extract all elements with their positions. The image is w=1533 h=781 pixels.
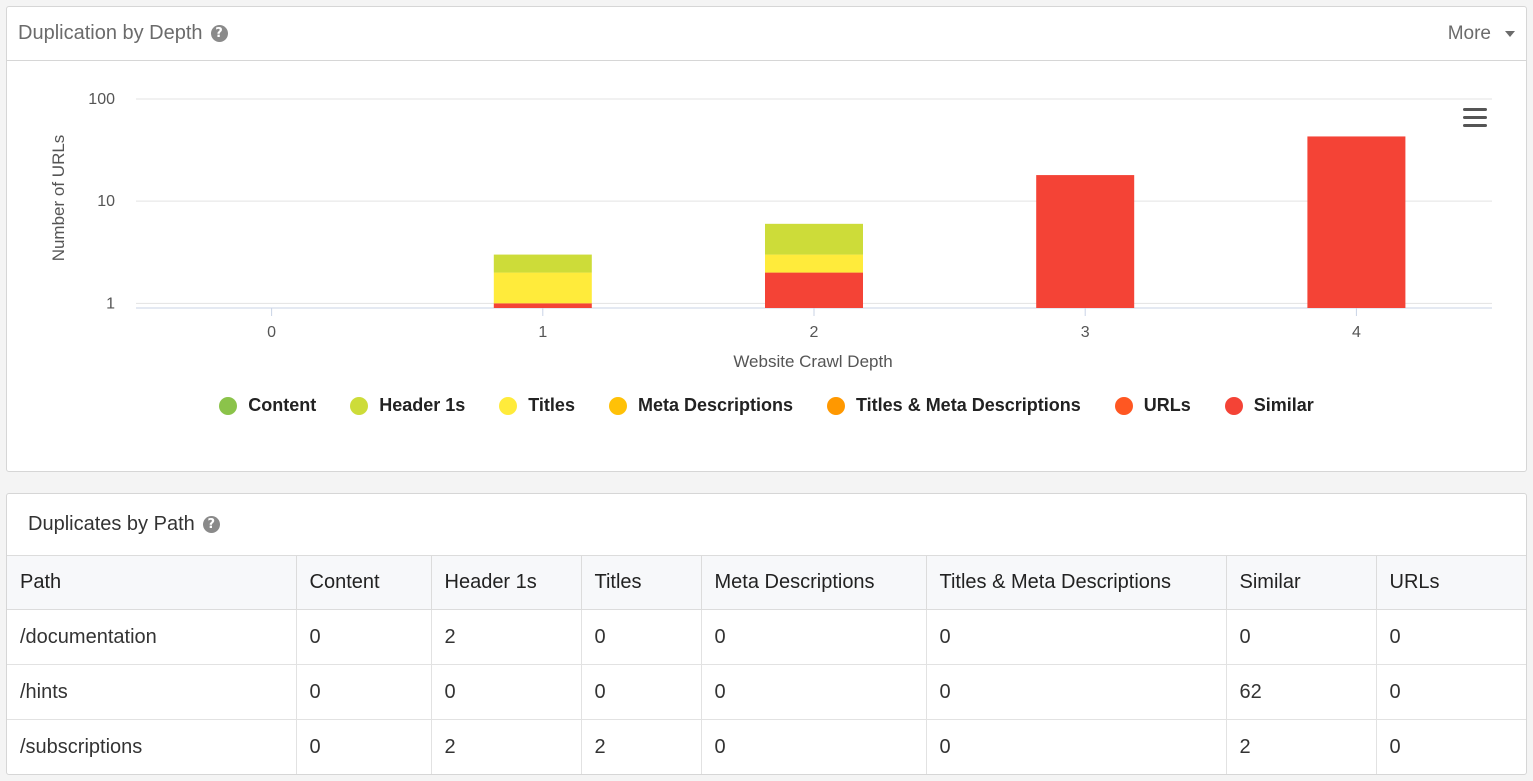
legend-item-urls[interactable]: URLs — [1114, 395, 1191, 416]
table-cell: /subscriptions — [7, 719, 297, 774]
legend-label: URLs — [1143, 395, 1191, 415]
bar-header-1s-depth-2 — [765, 223, 863, 255]
column-header-similar[interactable]: Similar — [1226, 555, 1377, 610]
table-row: /documentation 0 2 0 0 0 0 0 — [7, 609, 1526, 665]
column-header-titles-meta-descriptions[interactable]: Titles & Meta Descriptions — [926, 555, 1227, 610]
more-dropdown[interactable]: More — [1448, 23, 1515, 45]
table-cell: 2 — [431, 719, 582, 774]
table-cell: 0 — [581, 609, 702, 665]
legend-dot-icon — [608, 396, 627, 415]
table-row: /hints 0 0 0 0 0 62 0 — [7, 664, 1526, 720]
help-icon[interactable]: ? — [202, 516, 220, 533]
duplicates-by-path-panel: Duplicates by Path ? Path Content Header 1… — [6, 493, 1527, 775]
table-cell: 0 — [701, 664, 927, 720]
table-cell: 2 — [1226, 719, 1377, 774]
table-cell: 0 — [1376, 719, 1526, 774]
duplication-by-depth-panel: Duplication by Depth ? More 1 10 100 0 1 2 3 4 … — [6, 6, 1527, 472]
hamburger-menu-icon[interactable] — [1463, 108, 1487, 127]
legend-label: Titles — [528, 395, 575, 415]
column-header-titles[interactable]: Titles — [581, 555, 702, 610]
legend-label: Titles & Meta Descriptions — [856, 395, 1081, 415]
column-header-header-1s[interactable]: Header 1s — [431, 555, 582, 610]
column-header-meta-descriptions[interactable]: Meta Descriptions — [701, 555, 927, 610]
legend-dot-icon — [219, 396, 238, 415]
more-label: More — [1447, 22, 1491, 44]
bar-similar-depth-4 — [1307, 136, 1406, 308]
legend-dot-icon — [827, 396, 845, 415]
x-tick-label: 4 — [1352, 324, 1361, 341]
duplication-chart: 1 10 100 0 1 2 3 4 Number of URLs Website Crawl… — [49, 91, 1492, 371]
table-cell: 0 — [701, 609, 927, 665]
table-cell: /hints — [7, 664, 297, 720]
bar-titles-depth-1 — [493, 272, 592, 304]
table-cell: 2 — [581, 719, 702, 774]
table-panel-header: Duplicates by Path ? — [7, 494, 1526, 555]
table-cell: 0 — [1376, 609, 1526, 665]
help-icon[interactable]: ? — [210, 25, 228, 42]
legend-label: Meta Descriptions — [637, 395, 793, 415]
legend-label: Similar — [1253, 395, 1314, 415]
table-cell: 0 — [581, 664, 702, 720]
legend-dot-icon — [499, 396, 518, 415]
table-cell: 0 — [1226, 609, 1377, 665]
table-cell: 62 — [1226, 664, 1377, 720]
legend-item-content[interactable]: Content — [219, 395, 316, 416]
table-cell: /documentation — [7, 609, 297, 665]
legend-item-header-1s[interactable]: Header 1s — [350, 395, 465, 416]
x-tick-label: 1 — [538, 324, 547, 341]
legend-item-similar[interactable]: Similar — [1224, 395, 1314, 416]
bar-similar-depth-2 — [765, 272, 863, 308]
x-tick-label: 3 — [1081, 324, 1090, 341]
table-row: /subscriptions 0 2 2 0 0 2 0 — [7, 719, 1526, 774]
table-cell: 0 — [701, 719, 927, 774]
bar-similar-depth-3 — [1036, 175, 1135, 308]
legend-dot-icon — [350, 396, 369, 415]
x-tick-label: 0 — [267, 324, 276, 341]
legend-item-meta-descriptions[interactable]: Meta Descriptions — [608, 395, 793, 416]
table-header-row: Path Content Header 1s Titles Meta Descripti… — [7, 555, 1526, 610]
duplicates-table: Path Content Header 1s Titles Meta Descripti… — [7, 555, 1526, 774]
column-header-content[interactable]: Content — [296, 555, 432, 610]
chart-bars — [493, 136, 1406, 308]
table-cell: 0 — [1376, 664, 1526, 720]
table-cell: 2 — [431, 609, 582, 665]
y-axis-label: Number of URLs — [49, 135, 68, 262]
y-tick-label: 10 — [97, 193, 115, 210]
legend-dot-icon — [1224, 396, 1243, 415]
x-axis-label: Website Crawl Depth — [733, 352, 892, 371]
legend-dot-icon — [1114, 396, 1133, 415]
table-body: /documentation 0 2 0 0 0 0 0/hints 0 0 0 0 0 62 0/subs… — [7, 609, 1526, 774]
table-cell: 0 — [926, 719, 1227, 774]
legend-item-titles-meta-descriptions[interactable]: Titles & Meta Descriptions — [827, 395, 1081, 416]
table-cell: 0 — [431, 664, 582, 720]
chart-panel-header: Duplication by Depth ? More — [7, 7, 1526, 61]
legend-label: Header 1s — [379, 395, 466, 415]
legend-item-titles[interactable]: Titles — [499, 395, 575, 416]
table-cell: 0 — [926, 609, 1227, 665]
bar-header-1s-depth-1 — [493, 254, 592, 273]
table-cell: 0 — [296, 719, 432, 774]
panel-title: Duplicates by Path — [28, 513, 195, 535]
column-header-urls[interactable]: URLs — [1376, 555, 1526, 610]
panel-title: Duplication by Depth — [18, 22, 203, 44]
bar-titles-depth-2 — [765, 254, 863, 273]
legend-label: Content — [248, 395, 317, 415]
y-tick-label: 1 — [106, 295, 115, 312]
y-tick-label: 100 — [88, 91, 115, 108]
table-cell: 0 — [296, 609, 432, 665]
bar-similar-depth-1 — [493, 303, 592, 308]
table-cell: 0 — [926, 664, 1227, 720]
chart-legend: Content Header 1s Titles Meta Descriptions T… — [7, 395, 1526, 416]
caret-down-icon — [1505, 30, 1515, 37]
table-cell: 0 — [296, 664, 432, 720]
chart-ticks: 1 10 100 0 1 2 3 4 — [88, 91, 1361, 341]
column-header-path[interactable]: Path — [7, 555, 297, 610]
x-tick-label: 2 — [810, 324, 819, 341]
